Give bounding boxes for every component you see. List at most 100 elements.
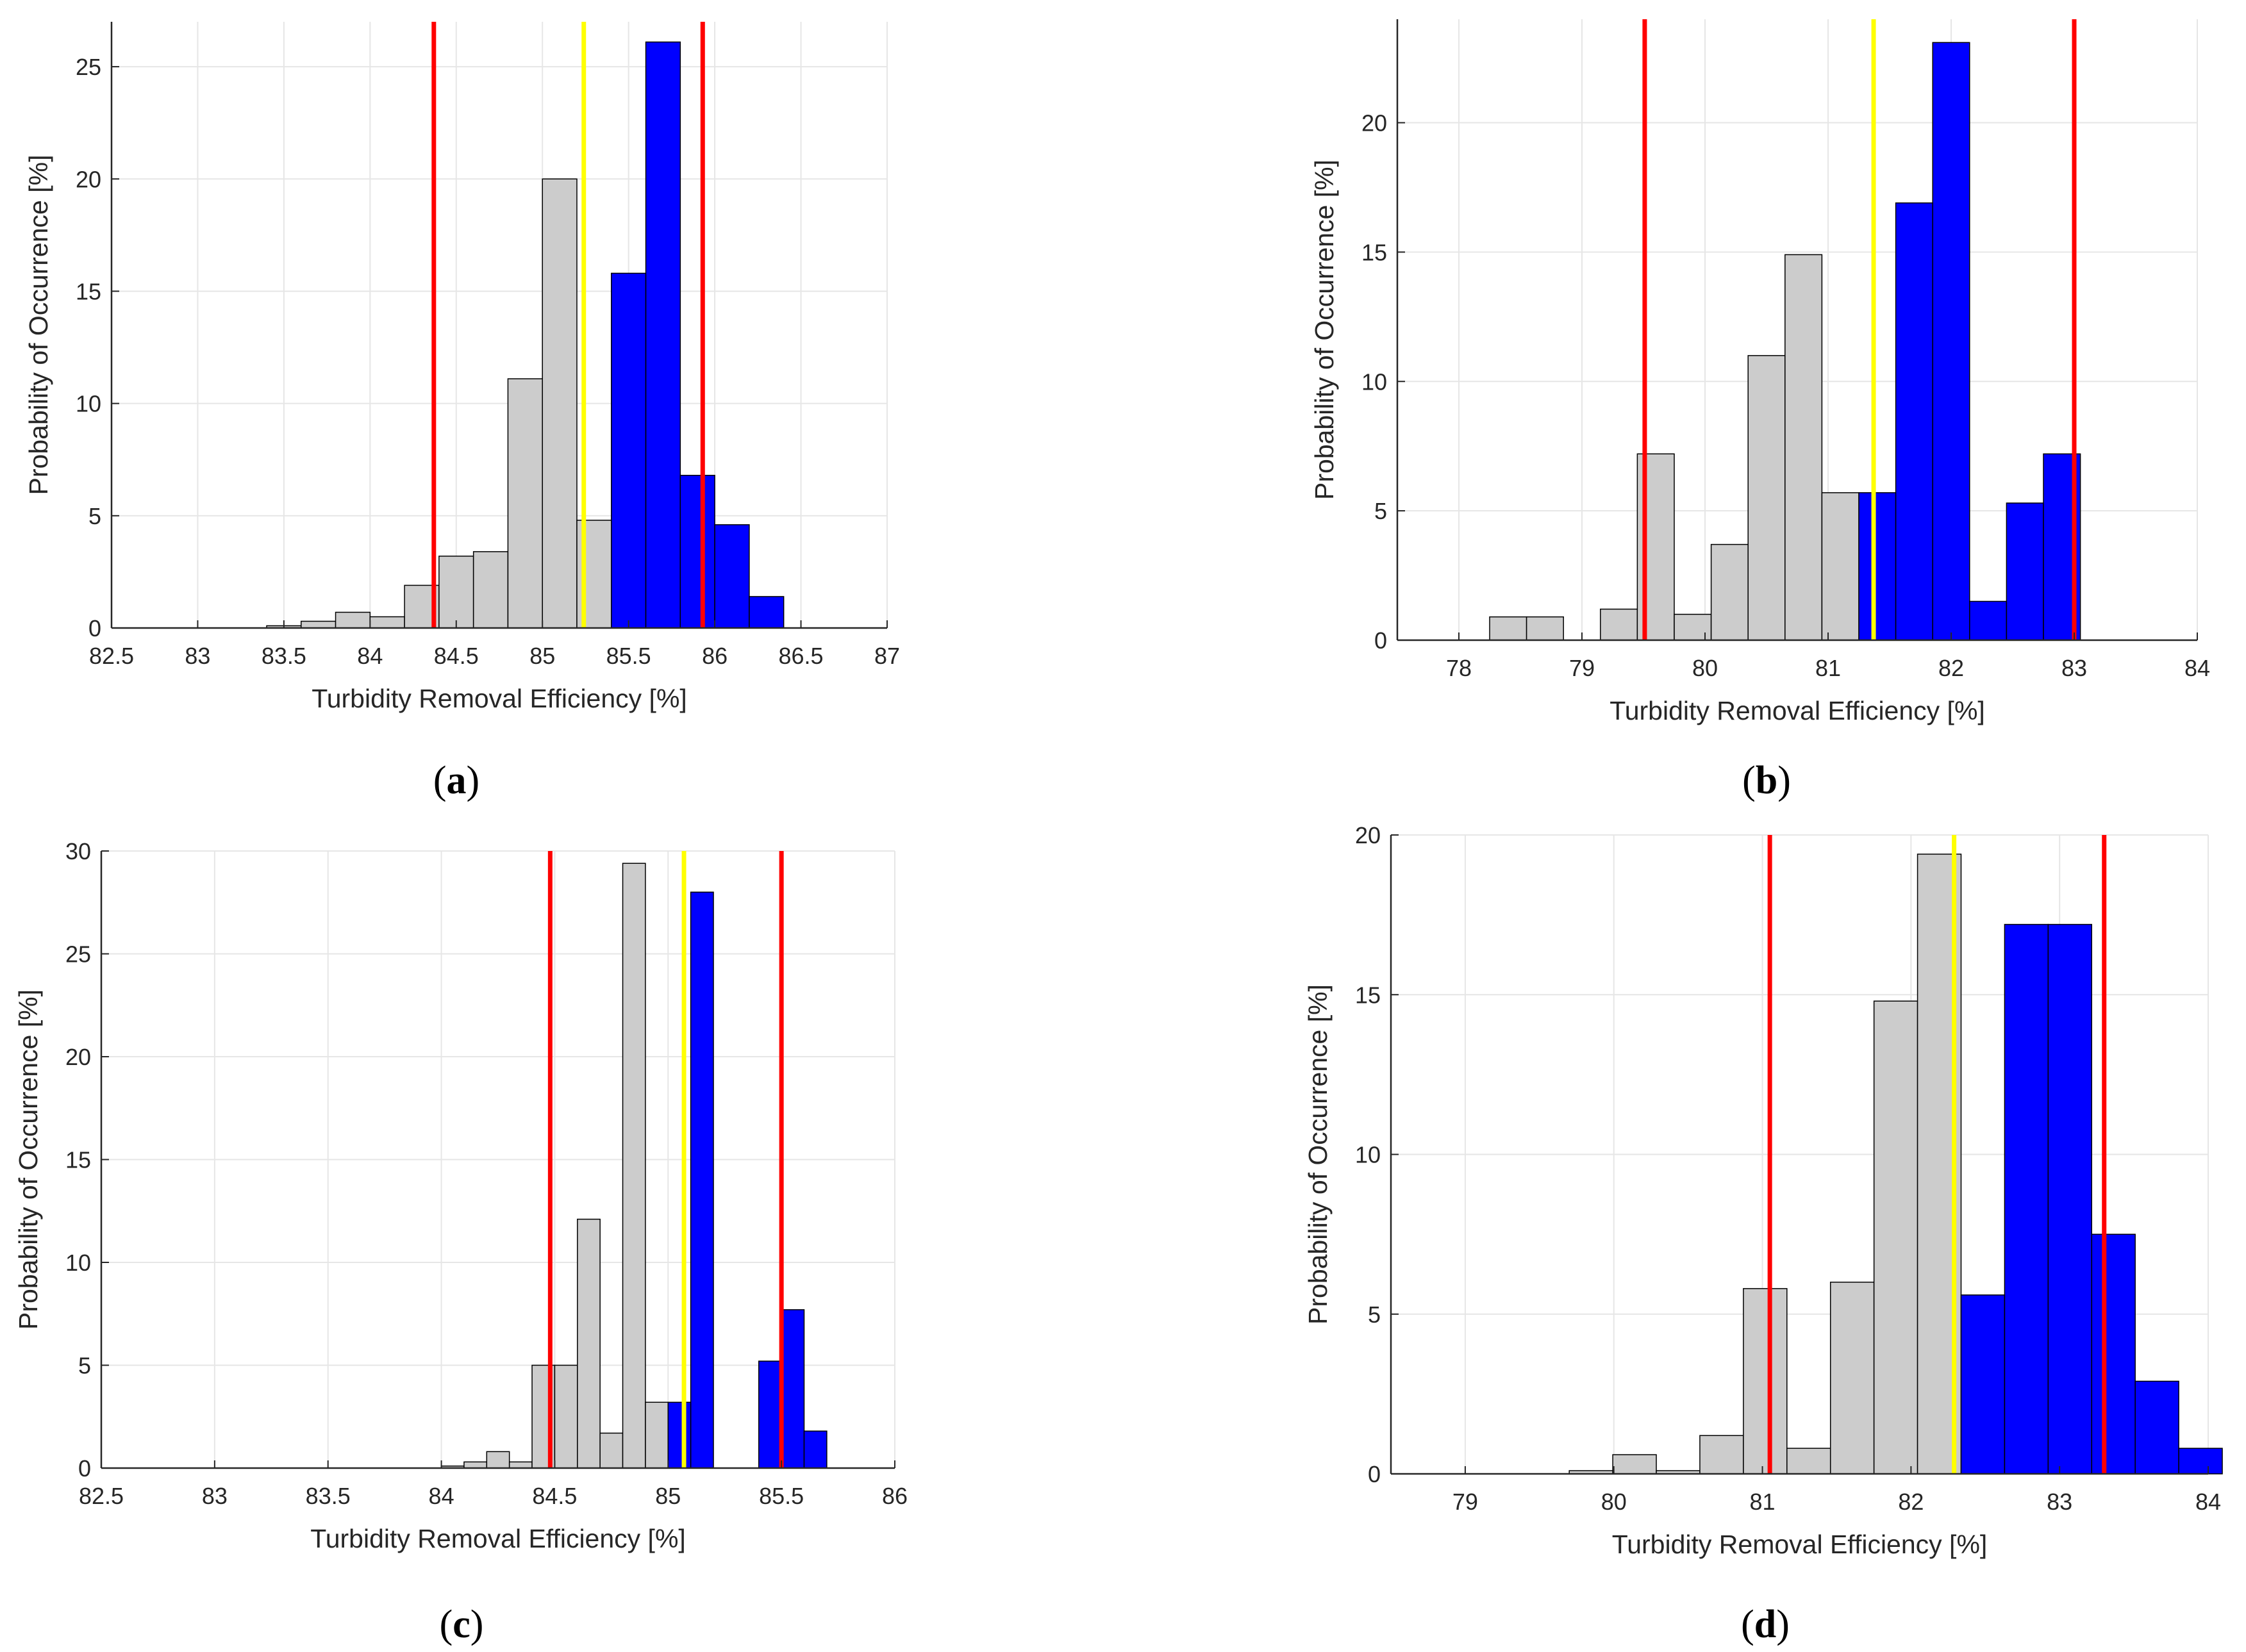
histogram-bar	[599, 1432, 624, 1469]
histogram-bar	[611, 272, 647, 629]
panel-caption: (c)	[440, 1603, 484, 1646]
histogram-bar	[622, 863, 646, 1469]
x-tick-label: 82	[1938, 655, 1964, 681]
y-tick-label: 15	[1361, 239, 1387, 265]
y-tick-label: 25	[76, 54, 101, 80]
x-axis-label: Turbidity Removal Efficiency [%]	[312, 684, 687, 713]
histogram-bar	[2178, 1448, 2223, 1474]
y-tick-label: 10	[65, 1250, 91, 1276]
histogram-bar	[1526, 616, 1564, 641]
histogram-bar	[1858, 492, 1897, 641]
panel-b: 78 79 80 81 82 83 84 0 5 10 15 20 Turbidity Removal …	[1310, 19, 2210, 802]
x-axis-label: Turbidity Removal Efficiency [%]	[310, 1524, 686, 1553]
y-tick-label: 5	[1368, 1301, 1381, 1328]
histogram-bar	[1873, 1000, 1918, 1474]
histogram-bar	[1699, 1435, 1744, 1474]
histogram-bar	[1489, 616, 1527, 641]
histogram-bar	[486, 1451, 510, 1469]
histogram-bar	[1710, 543, 1749, 641]
panel-c: 82.5 83 83.5 84 84.5 85 85.5 86 0 5 10 15 20 25 30 Turb…	[13, 838, 908, 1646]
y-tick-label: 20	[1355, 822, 1381, 848]
histogram-bar	[1821, 492, 1859, 641]
histogram-bar	[1829, 1282, 1875, 1474]
histogram-bar	[2134, 1380, 2179, 1474]
y-tick-label: 15	[1355, 982, 1381, 1008]
x-tick-label: 84	[357, 643, 383, 669]
histogram-bar	[1784, 254, 1823, 641]
x-tick-label: 82.5	[89, 643, 134, 669]
x-tick-label: 83	[2047, 1489, 2072, 1515]
panel-a: 82.5 83 83.5 84 84.5 85 85.5 86 86.5 87 0 5 10 15 20 25…	[24, 22, 900, 802]
y-tick-label: 15	[65, 1147, 91, 1173]
panel-caption: (b)	[1742, 759, 1791, 802]
x-tick-label: 83.5	[306, 1483, 351, 1509]
histogram-bar	[645, 41, 681, 629]
x-tick-label: 84	[2195, 1489, 2221, 1515]
histogram-bar	[645, 1401, 669, 1469]
histogram-bar	[2047, 923, 2093, 1474]
histogram-bar	[1747, 355, 1786, 641]
panel-caption: (d)	[1741, 1603, 1790, 1646]
histogram-bar	[679, 474, 715, 629]
histogram-bar	[714, 524, 750, 629]
y-tick-label: 10	[76, 391, 101, 417]
histogram-bar	[554, 1364, 578, 1469]
x-tick-label: 83	[185, 643, 210, 669]
y-tick-label: 0	[88, 615, 101, 641]
x-tick-label: 83	[202, 1483, 228, 1509]
histogram-bar	[781, 1309, 805, 1469]
x-tick-label: 84	[429, 1483, 454, 1509]
x-tick-label: 85.5	[606, 643, 651, 669]
x-tick-label: 83.5	[262, 643, 306, 669]
x-tick-label: 86	[882, 1483, 908, 1509]
y-tick-label: 30	[65, 838, 91, 864]
histogram-bar	[1600, 608, 1638, 641]
y-axis-label: Probability of Occurrence [%]	[1303, 984, 1333, 1325]
x-tick-label: 84	[2184, 655, 2210, 681]
panel-d: 79 80 81 82 83 84 0 5 10 15 20 Turbidity Removal Ef…	[1303, 822, 2223, 1646]
histogram-bar	[508, 1461, 533, 1469]
histogram-bar	[1612, 1454, 1657, 1474]
histogram-bar	[463, 1461, 488, 1469]
x-tick-label: 86	[702, 643, 728, 669]
histogram-bar	[335, 611, 371, 629]
y-tick-label: 5	[88, 503, 101, 529]
histogram-bar	[301, 620, 337, 629]
y-tick-label: 20	[76, 166, 101, 192]
x-axis-label: Turbidity Removal Efficiency [%]	[1612, 1530, 1988, 1559]
x-axis-label: Turbidity Removal Efficiency [%]	[1610, 696, 1985, 725]
y-tick-label: 10	[1355, 1142, 1381, 1168]
histogram-bar	[803, 1430, 828, 1469]
y-tick-label: 10	[1361, 368, 1387, 395]
histogram-bar	[2004, 923, 2049, 1474]
y-axis-label: Probability of Occurrence [%]	[24, 155, 53, 495]
histogram-bar	[542, 178, 578, 629]
histogram-bar	[1743, 1288, 1788, 1474]
x-tick-label: 85	[655, 1483, 681, 1509]
x-tick-label: 85	[529, 643, 555, 669]
x-tick-label: 84.5	[532, 1483, 577, 1509]
histogram-bar	[1895, 202, 1933, 641]
histogram-bar	[749, 596, 785, 629]
y-tick-label: 0	[1368, 1461, 1381, 1487]
histogram-bar	[2091, 1234, 2136, 1474]
x-tick-label: 87	[874, 643, 900, 669]
histogram-bar	[758, 1360, 782, 1469]
x-tick-label: 79	[1452, 1489, 1478, 1515]
histogram-bar	[1969, 600, 2008, 641]
histogram-bar	[1960, 1294, 2006, 1474]
y-tick-label: 25	[65, 941, 91, 968]
panel-caption: (a)	[433, 759, 479, 802]
y-tick-label: 5	[78, 1353, 91, 1379]
histogram-bar	[1932, 42, 1970, 641]
histogram-bar	[472, 551, 509, 629]
histogram-bar	[2006, 502, 2044, 641]
histogram-bar	[1786, 1448, 1831, 1474]
x-tick-label: 83	[2061, 655, 2087, 681]
x-tick-label: 78	[1446, 655, 1472, 681]
x-tick-label: 85.5	[759, 1483, 804, 1509]
y-tick-label: 5	[1374, 498, 1387, 524]
x-tick-label: 84.5	[434, 643, 479, 669]
